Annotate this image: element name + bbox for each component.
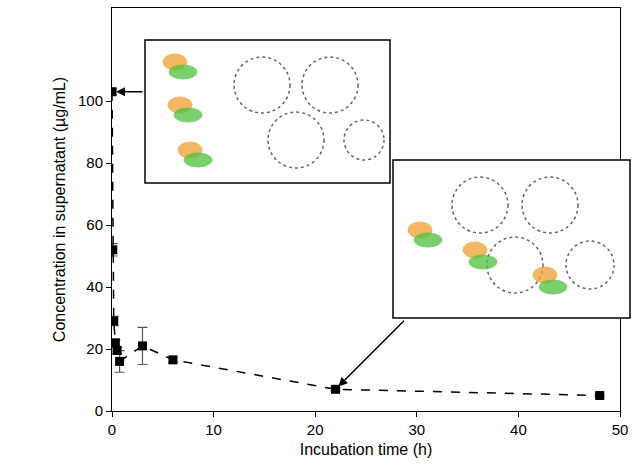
svg-text:0: 0: [108, 421, 116, 438]
svg-text:100: 100: [78, 92, 103, 109]
svg-text:40: 40: [86, 278, 103, 295]
svg-text:Concentration in supernatant (: Concentration in supernatant (µg/mL): [51, 77, 68, 342]
svg-text:50: 50: [612, 421, 629, 438]
svg-text:40: 40: [510, 421, 527, 438]
svg-text:0: 0: [95, 402, 103, 419]
svg-text:20: 20: [307, 421, 324, 438]
svg-text:80: 80: [86, 154, 103, 171]
svg-text:20: 20: [86, 340, 103, 357]
svg-text:Incubation time (h): Incubation time (h): [300, 441, 433, 458]
svg-text:60: 60: [86, 216, 103, 233]
svg-text:30: 30: [408, 421, 425, 438]
svg-text:10: 10: [205, 421, 222, 438]
